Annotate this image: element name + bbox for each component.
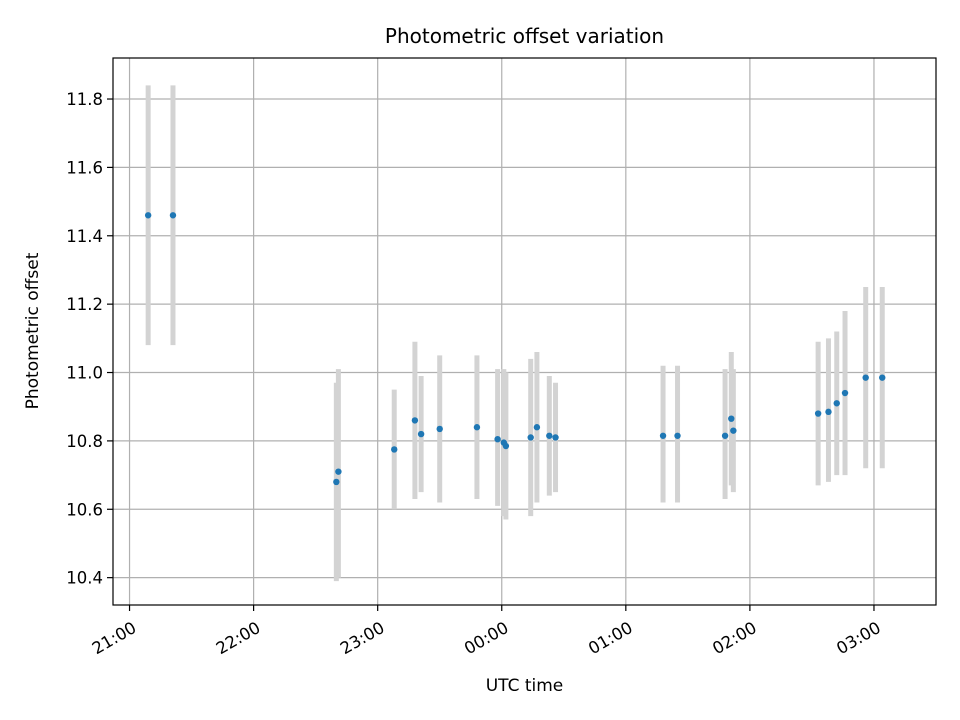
data-point bbox=[833, 400, 840, 407]
data-point bbox=[879, 374, 886, 381]
data-point bbox=[333, 478, 340, 486]
x-tick-label: 02:00 bbox=[709, 618, 760, 658]
data-point bbox=[730, 427, 737, 434]
y-tick-label: 10.6 bbox=[66, 500, 103, 519]
x-tick-label: 22:00 bbox=[213, 618, 264, 658]
y-tick-label: 11.2 bbox=[66, 295, 103, 314]
data-point bbox=[473, 424, 481, 431]
y-tick-label: 11.4 bbox=[66, 227, 103, 246]
grid-lines bbox=[113, 58, 936, 605]
chart-title: Photometric offset variation bbox=[385, 24, 664, 48]
data-point bbox=[814, 410, 822, 417]
data-point bbox=[659, 432, 667, 439]
data-point bbox=[144, 212, 152, 219]
x-axis-ticks: 21:00 22:00 23:00 00:00 01:00 02:00 03:00 bbox=[89, 605, 884, 658]
data-point bbox=[411, 417, 419, 424]
x-tick-label: 00:00 bbox=[461, 618, 512, 658]
data-point bbox=[674, 432, 681, 439]
data-point bbox=[862, 374, 869, 381]
data-point bbox=[546, 432, 553, 439]
y-axis-title: Photometric offset bbox=[23, 252, 43, 409]
x-tick-label: 01:00 bbox=[585, 618, 636, 658]
y-tick-label: 10.4 bbox=[66, 569, 103, 588]
data-point bbox=[335, 468, 342, 475]
data-point bbox=[825, 408, 832, 416]
data-points bbox=[144, 212, 886, 486]
data-point bbox=[721, 432, 729, 439]
data-point bbox=[391, 446, 398, 453]
y-tick-label: 11.8 bbox=[66, 90, 103, 109]
data-point bbox=[436, 425, 443, 433]
y-tick-label: 11.0 bbox=[66, 364, 103, 383]
data-point bbox=[533, 424, 541, 431]
data-point bbox=[169, 212, 177, 219]
data-point bbox=[417, 430, 425, 438]
data-point bbox=[494, 435, 501, 443]
y-axis-ticks: 10.4 10.6 10.8 11.0 11.2 11.4 11.6 11.8 bbox=[66, 90, 113, 588]
plot-area bbox=[113, 58, 936, 605]
x-axis-title: UTC time bbox=[486, 676, 564, 696]
data-point bbox=[502, 442, 510, 450]
y-tick-label: 10.8 bbox=[66, 432, 103, 451]
data-point bbox=[841, 389, 849, 397]
x-tick-label: 03:00 bbox=[833, 618, 884, 658]
y-tick-label: 11.6 bbox=[66, 158, 103, 177]
data-point bbox=[527, 434, 534, 441]
x-tick-label: 23:00 bbox=[337, 618, 388, 658]
x-tick-label: 21:00 bbox=[89, 618, 140, 658]
data-point bbox=[728, 415, 735, 422]
data-point bbox=[552, 434, 559, 441]
plot-frame bbox=[112, 57, 937, 606]
